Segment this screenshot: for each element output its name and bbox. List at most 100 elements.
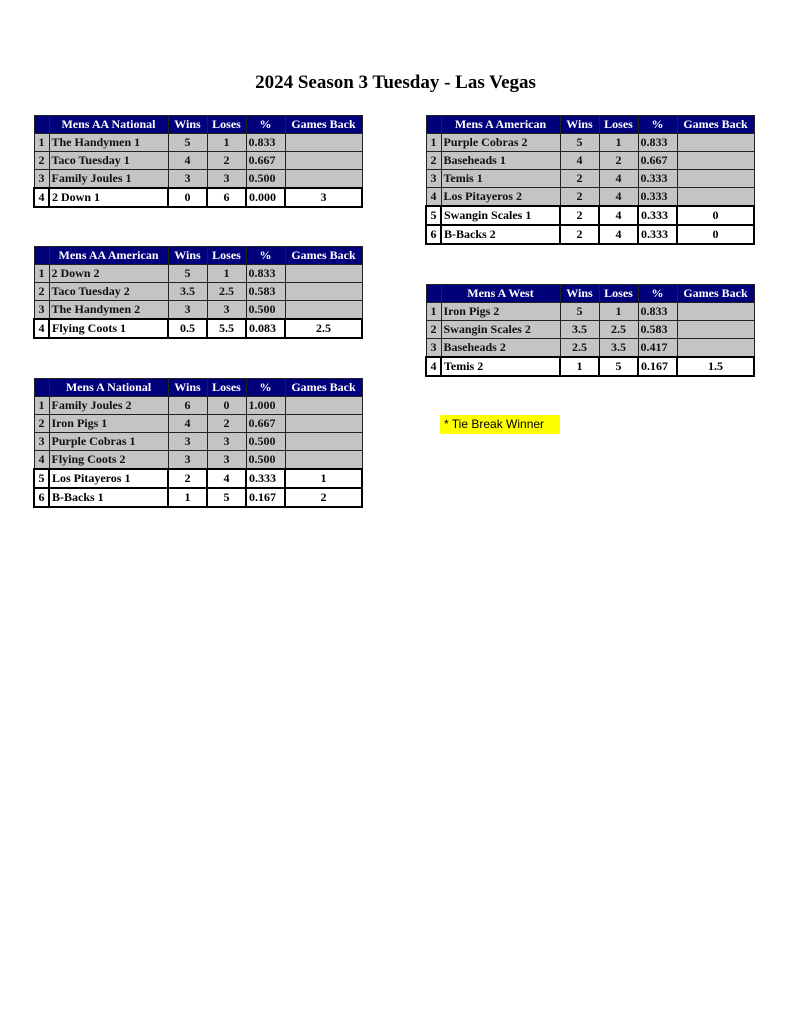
rank: 3 (425, 169, 442, 188)
table-row: 3 Purple Cobras 1 3 3 0.500 (33, 432, 363, 451)
rank: 2 (33, 414, 50, 433)
team-name: Iron Pigs 2 (440, 302, 561, 321)
wins: 2 (559, 205, 600, 226)
wins: 1 (167, 487, 208, 508)
games-back (676, 151, 755, 170)
table-row: 4 Los Pitayeros 2 2 4 0.333 (425, 187, 755, 207)
table-row: 5 Los Pitayeros 1 2 4 0.333 1 (33, 468, 363, 489)
games-back (676, 169, 755, 188)
wins: 3 (167, 300, 208, 320)
wins: 3 (167, 169, 208, 189)
division-name: Mens AA American (48, 246, 169, 265)
games-back: 0 (676, 205, 755, 226)
loses: 4 (598, 169, 639, 188)
table-header: Mens A American Wins Loses% Games Back (425, 115, 755, 134)
win-pct: 0.333 (245, 468, 286, 489)
win-pct: 0.500 (245, 169, 286, 189)
wins: 1 (559, 356, 600, 377)
games-back (284, 396, 363, 415)
win-pct: 0.833 (245, 133, 286, 152)
table-row: 4 Flying Coots 1 0.5 5.5 0.083 2.5 (33, 318, 363, 339)
col-loses: Loses (598, 284, 639, 303)
table-row: 2 Taco Tuesday 1 4 2 0.667 (33, 151, 363, 170)
loses: 3 (206, 300, 247, 320)
loses: 2 (598, 151, 639, 170)
win-pct: 0.667 (637, 151, 678, 170)
loses: 6 (206, 187, 247, 208)
rank: 4 (425, 187, 442, 207)
win-pct: 0.167 (637, 356, 678, 377)
loses: 5 (206, 487, 247, 508)
table-row: 3 Family Joules 1 3 3 0.500 (33, 169, 363, 189)
games-back: 1 (284, 468, 363, 489)
games-back (284, 282, 363, 301)
win-pct: 0.167 (245, 487, 286, 508)
wins: 0 (167, 187, 208, 208)
team-name: Swangin Scales 1 (440, 205, 561, 226)
loses: 2 (206, 151, 247, 170)
wins: 2.5 (559, 338, 600, 358)
win-pct: 0.500 (245, 300, 286, 320)
team-name: Baseheads 2 (440, 338, 561, 358)
team-name: Taco Tuesday 2 (48, 282, 169, 301)
win-pct: 0.417 (637, 338, 678, 358)
col-games-back: Games Back (676, 115, 755, 134)
rank: 1 (33, 264, 50, 283)
table-row: 1 Iron Pigs 2 5 1 0.833 (425, 302, 755, 321)
team-name: The Handymen 2 (48, 300, 169, 320)
win-pct: 0.833 (637, 302, 678, 321)
rank: 3 (33, 169, 50, 189)
standings-table: Mens AA National Wins Loses% Games Back 1 The… (33, 115, 363, 208)
games-back (284, 432, 363, 451)
games-back: 3 (284, 187, 363, 208)
team-name: Iron Pigs 1 (48, 414, 169, 433)
rank: 4 (33, 450, 50, 470)
loses: 3.5 (598, 338, 639, 358)
win-pct: 0.667 (245, 414, 286, 433)
loses: 4 (206, 468, 247, 489)
team-name: Purple Cobras 1 (48, 432, 169, 451)
rank: 6 (33, 487, 50, 508)
team-name: The Handymen 1 (48, 133, 169, 152)
division-name: Mens A National (48, 378, 169, 397)
rank: 2 (33, 151, 50, 170)
team-name: B-Backs 1 (48, 487, 169, 508)
games-back (284, 300, 363, 320)
table-row: 1 Family Joules 2 6 0 1.000 (33, 396, 363, 415)
table-header: Mens A National Wins Loses% Games Back (33, 378, 363, 397)
wins: 6 (167, 396, 208, 415)
win-pct: 0.583 (637, 320, 678, 339)
loses: 5.5 (206, 318, 247, 339)
wins: 5 (167, 133, 208, 152)
team-name: Baseheads 1 (440, 151, 561, 170)
col-wins: Wins (559, 115, 600, 134)
win-pct: 0.833 (637, 133, 678, 152)
col-loses: Loses (206, 115, 247, 134)
win-pct: 0.333 (637, 187, 678, 207)
wins: 3 (167, 432, 208, 451)
col-games-back: Games Back (284, 378, 363, 397)
tie-break-legend: * Tie Break Winner (440, 415, 560, 434)
table-row: 6 B-Backs 2 2 4 0.333 0 (425, 224, 755, 245)
wins: 3.5 (559, 320, 600, 339)
rank: 4 (33, 187, 50, 208)
win-pct: 0.583 (245, 282, 286, 301)
team-name: Temis 1 (440, 169, 561, 188)
loses: 1 (206, 133, 247, 152)
wins: 2 (167, 468, 208, 489)
col-loses: Loses (598, 115, 639, 134)
win-pct: 0.000 (245, 187, 286, 208)
team-name: B-Backs 2 (440, 224, 561, 245)
col-wins: Wins (167, 246, 208, 265)
table-row: 3 The Handymen 2 3 3 0.500 (33, 300, 363, 320)
wins: 2 (559, 169, 600, 188)
games-back (676, 133, 755, 152)
win-pct: 0.083 (245, 318, 286, 339)
loses: 2.5 (206, 282, 247, 301)
table-row: 6 B-Backs 1 1 5 0.167 2 (33, 487, 363, 508)
wins: 4 (559, 151, 600, 170)
wins: 5 (559, 133, 600, 152)
games-back: 0 (676, 224, 755, 245)
division-name: Mens AA National (48, 115, 169, 134)
